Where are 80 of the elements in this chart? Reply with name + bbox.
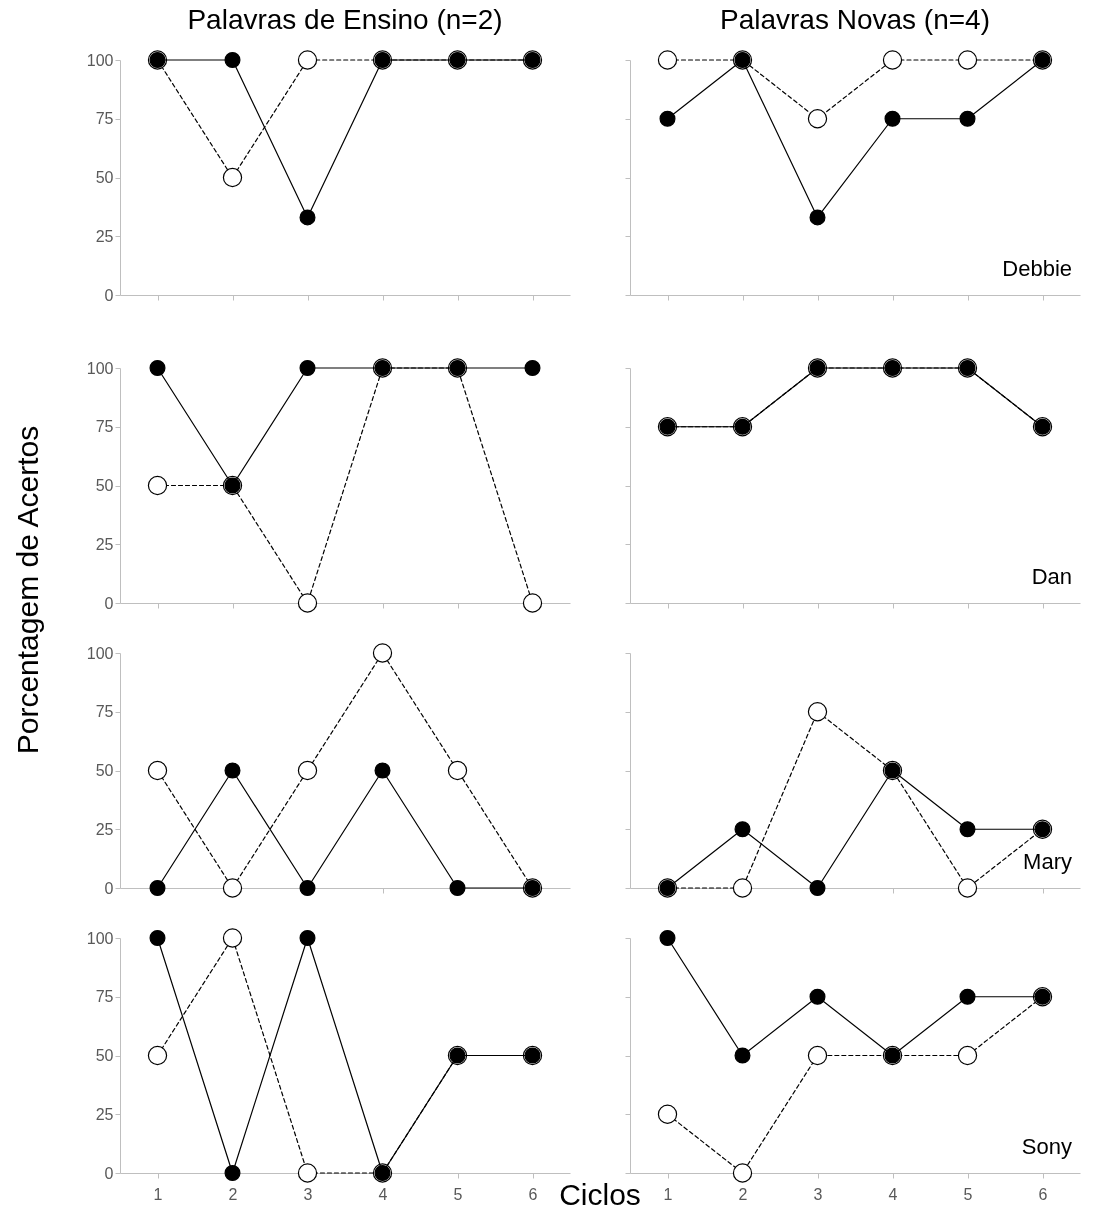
- point: [299, 880, 316, 896]
- y-tick-label: 100: [86, 51, 114, 69]
- x-tick-label: 6: [1038, 1185, 1048, 1203]
- point: [297, 1163, 318, 1183]
- y-axis-title: Porcentagem de Acertos: [11, 425, 45, 755]
- point: [809, 880, 826, 896]
- point: [147, 1045, 168, 1066]
- y-tick-label: 75: [95, 988, 114, 1006]
- annotation: Debbie: [1002, 256, 1072, 281]
- point: [297, 50, 318, 70]
- y-tick-label: 25: [95, 1105, 114, 1123]
- y-tick-label: 25: [95, 535, 114, 553]
- y-tick-label: 50: [95, 169, 114, 186]
- x-tick-label: 5: [453, 1185, 463, 1203]
- point: [447, 760, 468, 781]
- point: [149, 880, 166, 896]
- point: [807, 1045, 828, 1066]
- point: [374, 762, 391, 779]
- point: [522, 593, 543, 613]
- point: [959, 821, 976, 838]
- point: [147, 760, 168, 781]
- y-tick-label: 25: [95, 820, 114, 838]
- y-tick-label: 75: [95, 418, 114, 436]
- point: [299, 930, 316, 946]
- point: [224, 1165, 241, 1181]
- point: [957, 1045, 978, 1066]
- point: [732, 878, 753, 898]
- x-tick-label: 6: [528, 1185, 538, 1203]
- x-axis-title: Ciclos: [559, 1178, 641, 1212]
- point: [222, 928, 243, 948]
- point: [222, 878, 243, 898]
- x-tick-label: 4: [888, 1185, 898, 1203]
- point: [734, 1047, 751, 1064]
- point: [524, 360, 541, 376]
- point: [659, 930, 676, 946]
- x-tick-label: 1: [663, 1185, 673, 1203]
- point: [224, 52, 241, 68]
- point: [299, 209, 316, 226]
- annotation: Dan: [1031, 564, 1072, 589]
- point: [957, 878, 978, 898]
- point: [807, 702, 828, 722]
- point: [809, 988, 826, 1005]
- y-tick-label: 100: [86, 929, 114, 947]
- y-tick-label: 100: [86, 359, 114, 377]
- point: [372, 643, 393, 663]
- y-tick-label: 75: [95, 110, 114, 128]
- point: [449, 880, 466, 896]
- y-tick-label: 50: [95, 477, 114, 494]
- y-tick-label: 0: [104, 594, 114, 612]
- x-tick-label: 2: [228, 1185, 238, 1203]
- chart-title: Palavras de Ensino (n=2): [187, 3, 503, 35]
- point: [297, 760, 318, 781]
- annotation: Sony: [1021, 1134, 1072, 1159]
- x-tick-label: 4: [378, 1185, 388, 1203]
- x-tick-label: 3: [303, 1185, 313, 1203]
- x-tick-label: 3: [813, 1185, 823, 1203]
- point: [149, 930, 166, 946]
- point: [224, 762, 241, 779]
- y-tick-label: 100: [86, 644, 114, 662]
- y-tick-label: 0: [104, 879, 114, 897]
- y-tick-label: 50: [95, 1047, 114, 1064]
- y-tick-label: 50: [95, 762, 114, 779]
- point: [657, 1104, 678, 1124]
- x-tick-label: 1: [153, 1185, 163, 1203]
- point: [734, 821, 751, 838]
- y-tick-label: 75: [95, 703, 114, 721]
- point: [222, 167, 243, 188]
- y-tick-label: 0: [104, 286, 114, 304]
- point: [732, 1163, 753, 1183]
- annotation: Mary: [1023, 849, 1072, 874]
- chart-title: Palavras Novas (n=4): [719, 3, 991, 35]
- point: [959, 988, 976, 1005]
- point: [297, 593, 318, 613]
- x-tick-label: 2: [738, 1185, 748, 1203]
- y-tick-label: 25: [95, 227, 114, 245]
- point: [299, 360, 316, 376]
- y-tick-label: 0: [104, 1164, 114, 1182]
- x-tick-label: 5: [963, 1185, 973, 1203]
- point: [147, 475, 168, 496]
- point: [149, 360, 166, 376]
